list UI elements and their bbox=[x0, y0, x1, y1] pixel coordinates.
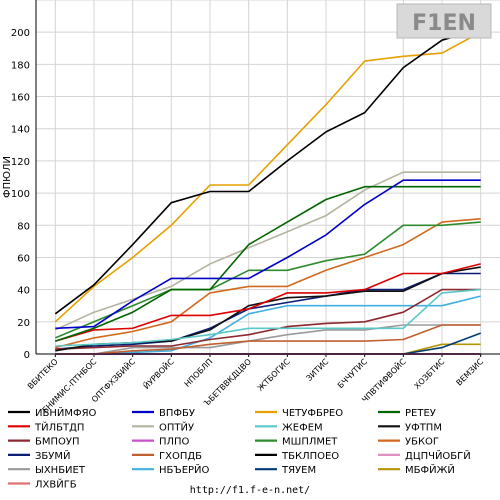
logo-text: F1EN bbox=[412, 11, 476, 36]
legend-label: МБФЙЖЙ bbox=[405, 463, 455, 476]
legend-item: ТЯУЕМ bbox=[255, 465, 316, 476]
legend-label: ЛХВЙГБ bbox=[35, 478, 77, 491]
f1en-logo: F1EN bbox=[396, 3, 492, 39]
series-line bbox=[55, 272, 481, 350]
y-tick-label: 140 bbox=[11, 125, 30, 136]
y-tick-label: 20 bbox=[17, 318, 30, 329]
legend-label: НБЪЕРЙО bbox=[159, 463, 210, 476]
series-line bbox=[54, 221, 481, 339]
y-tick-label: 200 bbox=[11, 28, 30, 39]
legend-label: БМПОУП bbox=[35, 437, 80, 448]
x-tick-label: ЗИТИС bbox=[305, 357, 331, 383]
x-tick-label: БЧЧУТИС bbox=[336, 357, 369, 390]
legend-item: ЖЕФЕМ bbox=[255, 422, 323, 433]
legend-label: ВПФБУ bbox=[159, 408, 195, 419]
legend-label: РЕТЕУ bbox=[405, 408, 436, 419]
legend-item: ЗБУМЙ bbox=[8, 449, 70, 462]
legend-item: ЧЕТУФБРЕО bbox=[255, 408, 343, 419]
legend-label: УБКОГ bbox=[405, 437, 439, 448]
series-line bbox=[55, 179, 481, 330]
legend-label: МШПЛМЕТ bbox=[282, 437, 338, 448]
legend-label: ПЛПО bbox=[159, 437, 190, 448]
legend-label: ТЯУЕМ bbox=[281, 465, 316, 476]
x-tick-label: ЙУРВОЙС bbox=[140, 355, 176, 391]
series-line bbox=[55, 324, 481, 355]
y-tick-label: 80 bbox=[17, 221, 30, 232]
series-line bbox=[55, 288, 481, 350]
legend-label: ИБНЙМФЯО bbox=[35, 406, 97, 419]
legend: ИБНЙМФЯО ВПФБУ ЧЕТУФБРЕО РЕТЕУ ТЙЛБТДП ОПТЙУ Ж… bbox=[8, 406, 471, 491]
series-line bbox=[55, 218, 481, 349]
legend-label: УФТПМ bbox=[405, 422, 442, 433]
series-line bbox=[55, 185, 481, 342]
series-line bbox=[55, 324, 481, 355]
legend-label: ЧЕТУФБРЕО bbox=[282, 408, 343, 419]
legend-label: ЫХНБИЕТ bbox=[35, 465, 86, 476]
legend-label: ТЙЛБТДП bbox=[34, 420, 84, 433]
series-line bbox=[54, 28, 481, 315]
y-axis-label: ФПЮЛИ bbox=[2, 156, 13, 198]
y-tick-label: 120 bbox=[11, 157, 30, 168]
legend-item: ВПФБУ bbox=[132, 408, 195, 419]
legend-item: БМПОУП bbox=[8, 437, 80, 448]
x-tick-label: ВБИТЕКО bbox=[26, 357, 60, 391]
legend-item: МБФЙЖЙ bbox=[378, 463, 455, 476]
legend-item: ПЛПО bbox=[132, 437, 190, 448]
legend-label: ГХОПДБ bbox=[159, 451, 202, 462]
legend-item: МШПЛМЕТ bbox=[255, 437, 338, 448]
legend-label: ЗБУМЙ bbox=[35, 449, 70, 462]
series-line bbox=[55, 288, 481, 347]
y-tick-label: 180 bbox=[11, 60, 30, 71]
legend-item: УБКОГ bbox=[378, 437, 439, 448]
y-axis-ticks: 0 20 40 60 80 100 120 140 160 180 200 bbox=[11, 28, 30, 361]
legend-item: ТБКЛПОЕО bbox=[255, 451, 339, 462]
x-tick-label: ВЕМЗИС bbox=[455, 357, 486, 388]
x-tick-label: ЖТБОГИС bbox=[256, 357, 292, 393]
legend-item: НБЪЕРЙО bbox=[132, 463, 210, 476]
series-line bbox=[54, 31, 482, 323]
y-tick-label: 100 bbox=[11, 189, 30, 200]
legend-item: ОПТЙУ bbox=[132, 420, 194, 433]
legend-item: ЛХВЙГБ bbox=[8, 478, 77, 491]
legend-item: ИБНЙМФЯО bbox=[8, 406, 97, 419]
x-tick-label: ХОЗБТИС bbox=[413, 357, 447, 391]
axes bbox=[35, 0, 500, 355]
y-tick-label: 0 bbox=[24, 350, 30, 361]
series-line bbox=[55, 295, 481, 355]
legend-item: ГХОПДБ bbox=[132, 451, 202, 462]
y-tick-label: 40 bbox=[17, 286, 30, 297]
legend-item: ДЦПЧЙОБГЙ bbox=[378, 449, 471, 462]
legend-item: УФТПМ bbox=[378, 422, 442, 433]
x-tick-label: НПОБЛП bbox=[183, 357, 215, 389]
series-line bbox=[54, 171, 481, 331]
legend-item: РЕТЕУ bbox=[378, 408, 436, 419]
legend-item: ТЙЛБТДП bbox=[8, 420, 84, 433]
footer-url[interactable]: http://f1.f-e-n.net/ bbox=[189, 485, 311, 496]
legend-label: ЖЕФЕМ bbox=[282, 422, 323, 433]
series-line bbox=[55, 263, 481, 342]
y-tick-label: 60 bbox=[17, 253, 30, 264]
legend-item: ЫХНБИЕТ bbox=[8, 465, 86, 476]
legend-label: ТБКЛПОЕО bbox=[281, 451, 339, 462]
legend-label: ДЦПЧЙОБГЙ bbox=[405, 449, 471, 462]
y-tick-label: 160 bbox=[11, 93, 30, 104]
legend-label: ОПТЙУ bbox=[159, 420, 194, 433]
